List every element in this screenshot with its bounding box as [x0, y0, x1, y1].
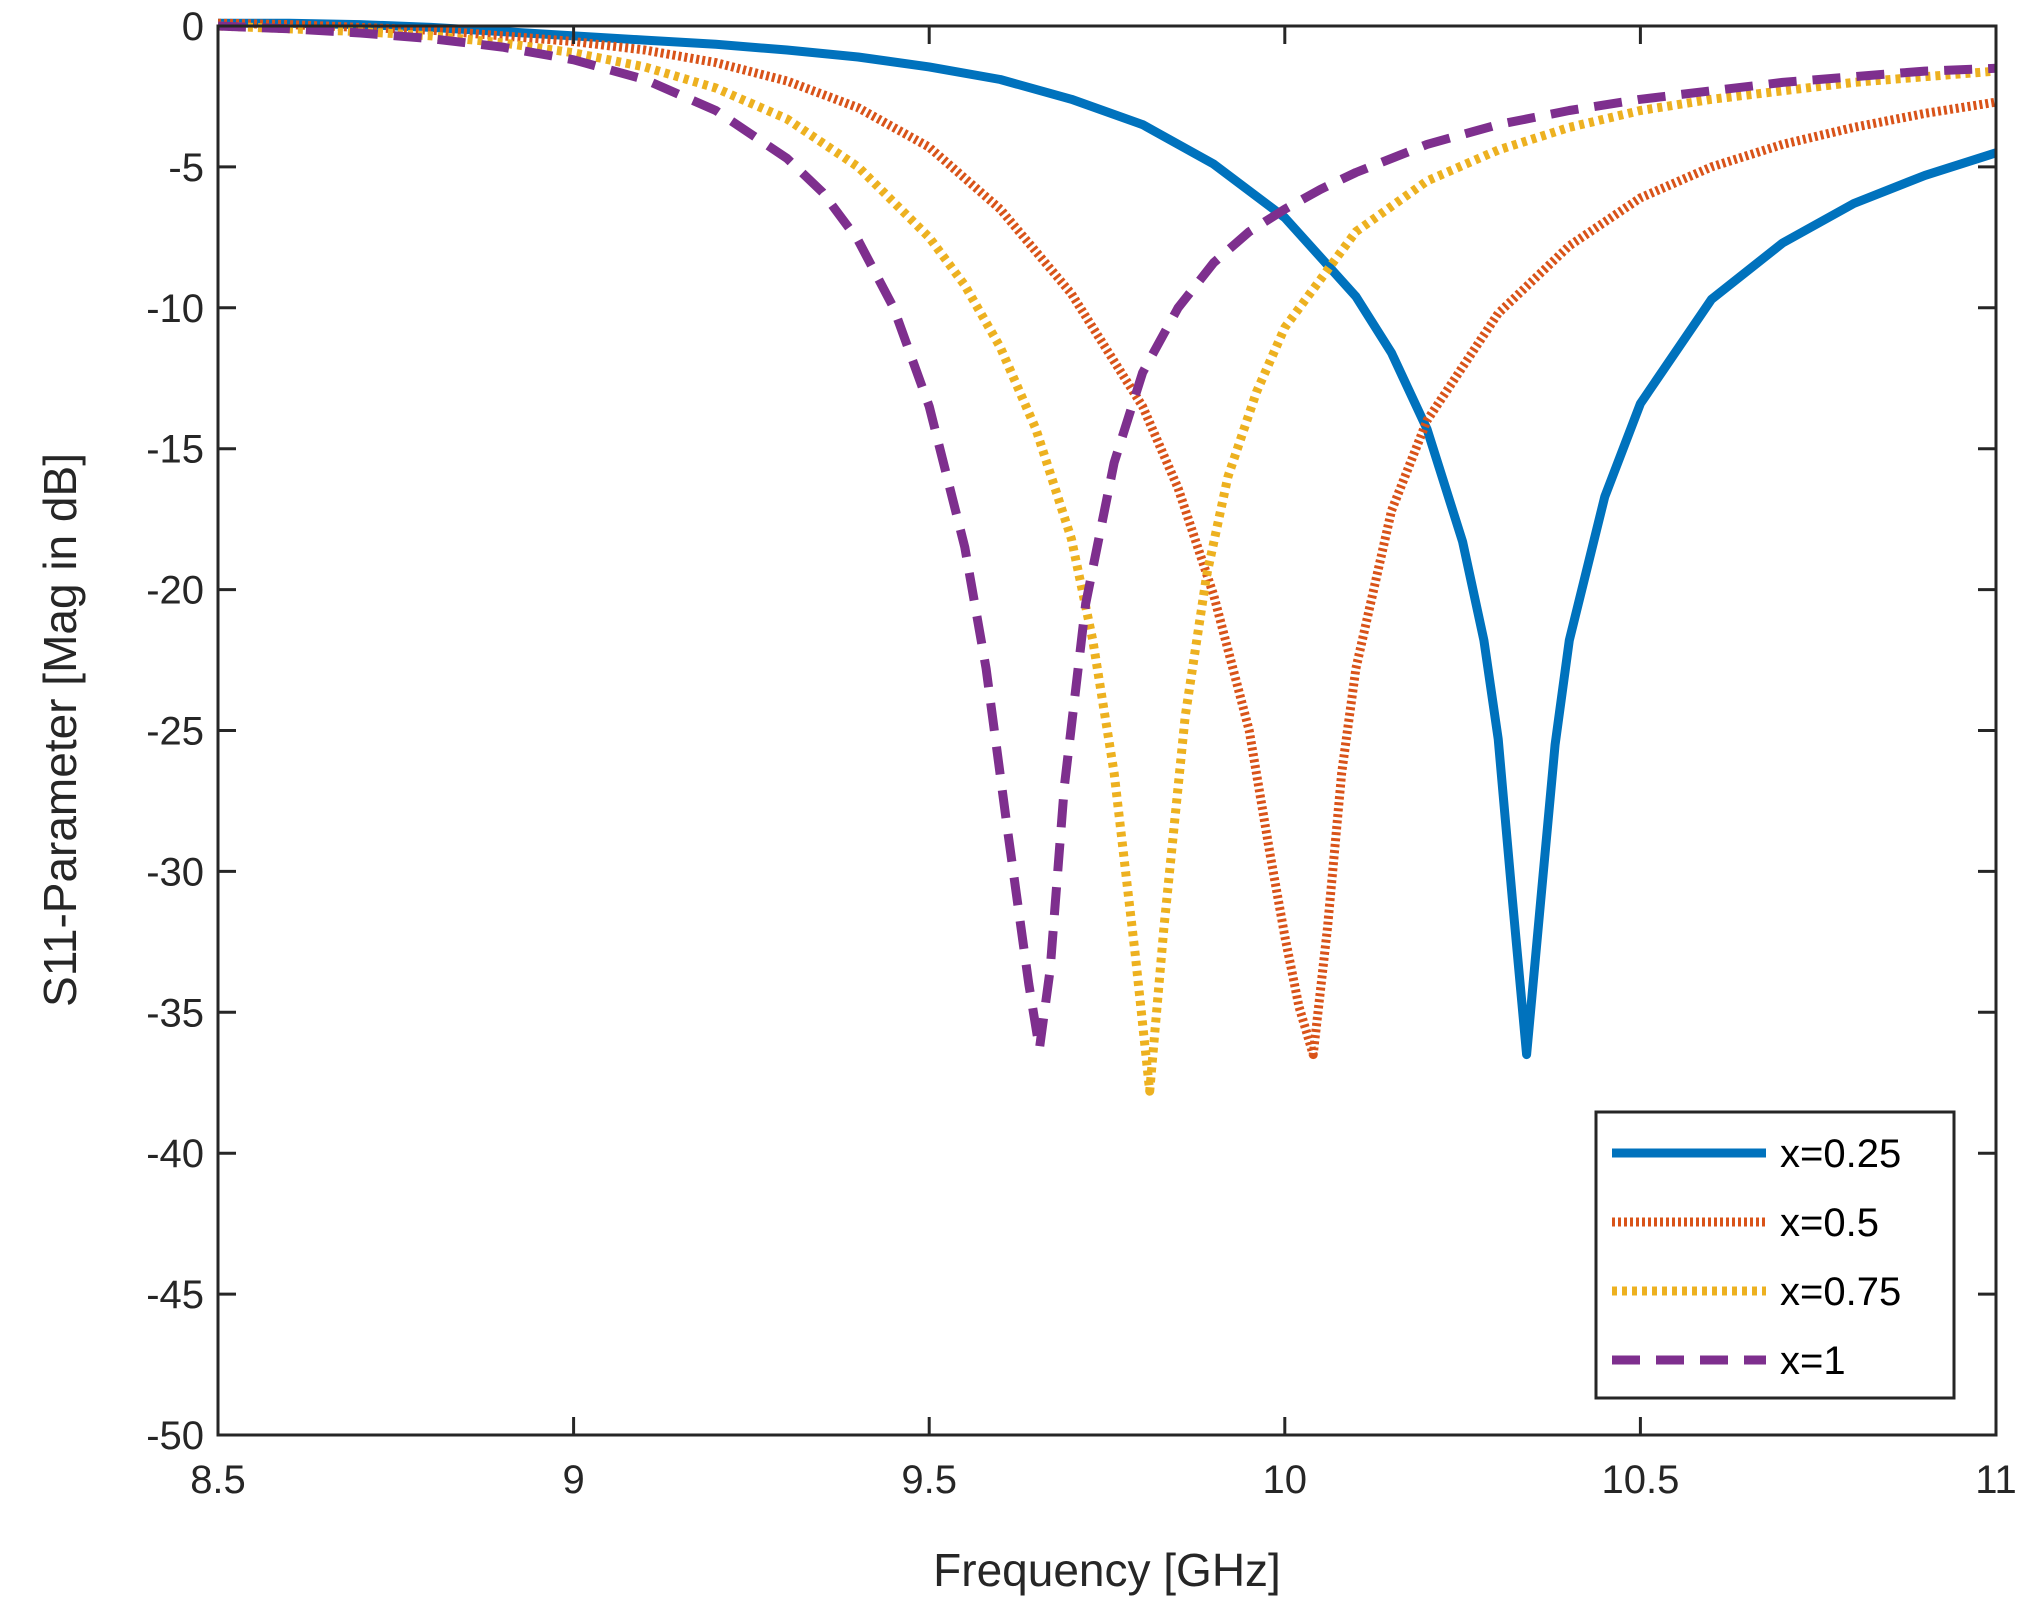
legend-label-3: x=0.75: [1780, 1270, 1901, 1314]
series-layer: [217, 18, 1998, 1096]
legend-entries: x=0.25 x=0.5 x=0.75 x=1: [1612, 1132, 1901, 1383]
legend-box: [1594, 1110, 1956, 1400]
x-tick-label: 11: [1975, 1458, 2017, 1502]
y-tick-label: -10: [146, 287, 204, 331]
y-tick-label: -35: [146, 991, 204, 1035]
x-tick-label: 10: [1263, 1458, 1308, 1502]
y-tick-label: -40: [146, 1132, 204, 1176]
y-tick-label: -50: [146, 1414, 204, 1458]
x-tick-label: 9: [562, 1458, 584, 1502]
ticks-layer: 8.5 9 9.5 10 10.5 11 0 -5 -10 -15 -20 -25 -30 -35 -40 -…: [146, 5, 2017, 1502]
legend-label-4: x=1: [1780, 1339, 1846, 1383]
series-line-2: [217, 18, 1997, 1060]
x-tick-label: 9.5: [901, 1458, 957, 1502]
y-tick-label: -45: [146, 1273, 204, 1317]
x-axis-label: Frequency [GHz]: [933, 1544, 1281, 1596]
series-line-4: [217, 21, 1997, 1054]
y-tick-label: -25: [146, 710, 204, 754]
y-axis-label: S11-Parameter [Mag in dB]: [34, 453, 86, 1007]
y-tick-label: -20: [146, 569, 204, 613]
legend: x=0.25 x=0.5 x=0.75 x=1: [1594, 1110, 1956, 1400]
x-tick-label: 10.5: [1601, 1458, 1679, 1502]
x-tick-label: 8.5: [190, 1458, 246, 1502]
legend-label-2: x=0.5: [1780, 1201, 1879, 1245]
y-tick-label: -15: [146, 428, 204, 472]
y-tick-label: 0: [182, 5, 204, 49]
y-tick-label: -5: [168, 146, 204, 190]
legend-label-1: x=0.25: [1780, 1132, 1901, 1176]
series-line-3: [217, 21, 1997, 1096]
y-tick-label: -30: [146, 850, 204, 894]
series-line-1: [218, 18, 1998, 1060]
